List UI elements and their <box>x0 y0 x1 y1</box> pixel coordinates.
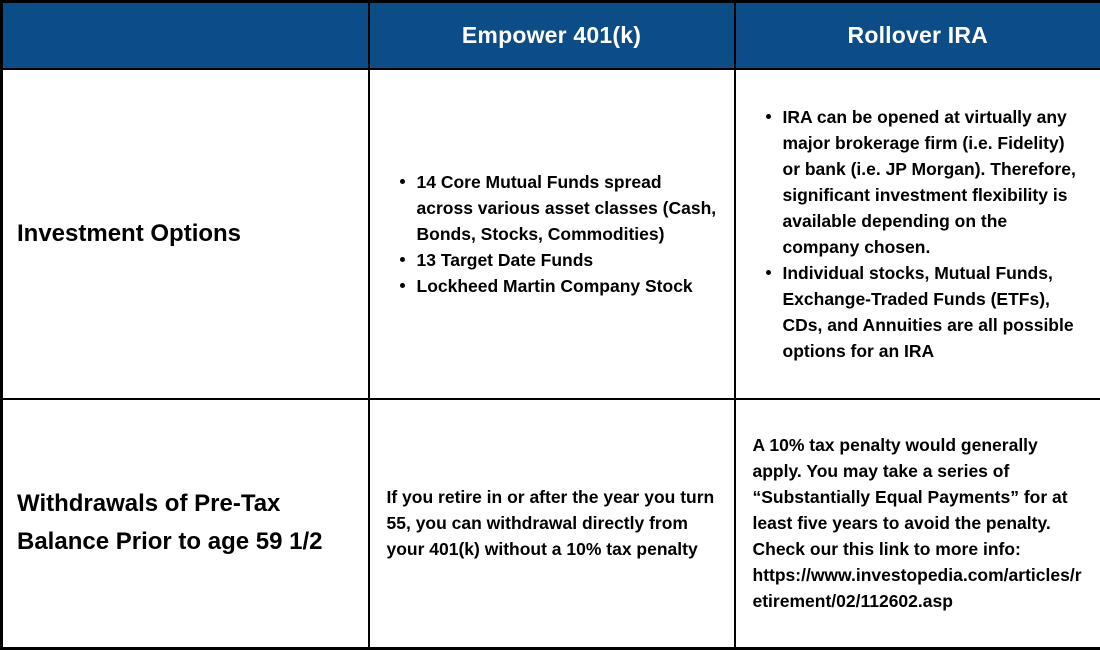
list-item: Individual stocks, Mutual Funds, Exchang… <box>765 260 1084 364</box>
column-header-empower-401k: Empower 401(k) <box>367 0 736 70</box>
cell-investment-options-empower: 14 Core Mutual Funds spread across vario… <box>367 67 736 400</box>
row-label-withdrawals: Withdrawals of Pre-Tax Balance Prior to … <box>0 397 370 650</box>
table-row-investment-options: Investment Options 14 Core Mutual Funds … <box>0 67 1100 400</box>
header-row: Empower 401(k) Rollover IRA <box>0 0 1100 70</box>
list-item: IRA can be opened at virtually any major… <box>765 104 1084 260</box>
cell-withdrawals-empower: If you retire in or after the year you t… <box>367 397 736 650</box>
rollover-withdrawals-body: A 10% tax penalty would generally apply.… <box>752 435 1068 560</box>
investopedia-url: https://www.investopedia.com/articles/re… <box>752 565 1082 612</box>
rollover-investment-bullet-list: IRA can be opened at virtually any major… <box>737 90 1100 378</box>
column-header-rollover-ira: Rollover IRA <box>733 0 1100 70</box>
list-item: Lockheed Martin Company Stock <box>399 273 717 299</box>
empower-investment-bullet-list: 14 Core Mutual Funds spread across vario… <box>371 155 733 313</box>
cell-investment-options-rollover: IRA can be opened at virtually any major… <box>733 67 1100 400</box>
cell-withdrawals-rollover: A 10% tax penalty would generally apply.… <box>733 397 1100 650</box>
row-label-investment-options: Investment Options <box>0 67 370 400</box>
list-item: 14 Core Mutual Funds spread across vario… <box>399 169 717 247</box>
list-item: 13 Target Date Funds <box>399 247 717 273</box>
column-header-blank <box>0 0 370 70</box>
table-row-withdrawals: Withdrawals of Pre-Tax Balance Prior to … <box>0 397 1100 650</box>
empower-withdrawals-text: If you retire in or after the year you t… <box>386 487 715 560</box>
rollover-withdrawals-text: A 10% tax penalty would generally apply.… <box>737 418 1100 628</box>
